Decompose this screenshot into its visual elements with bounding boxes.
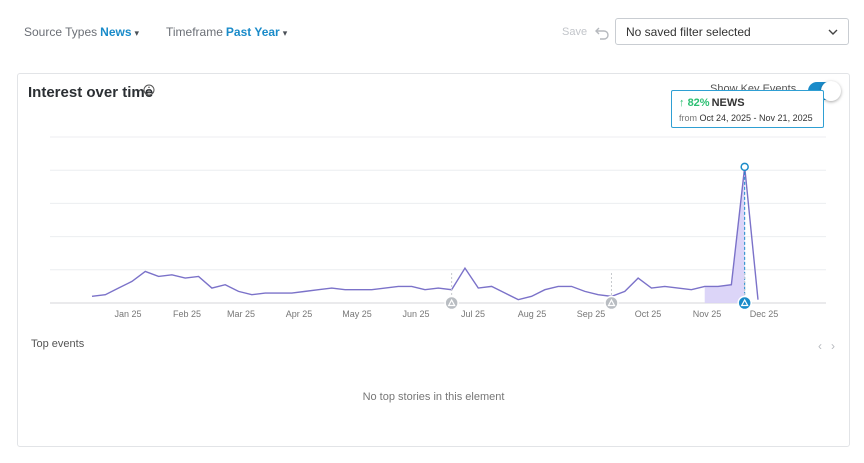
top-events-label: Top events — [31, 338, 85, 350]
chart-grid — [50, 136, 826, 304]
x-tick-label: Feb 25 — [173, 309, 201, 319]
key-event-marker — [444, 295, 459, 311]
x-tick-label: Apr 25 — [286, 309, 313, 319]
source-types-filter[interactable]: Source Types News ▾ — [24, 25, 139, 39]
x-tick-label: Jan 25 — [114, 309, 141, 319]
peak-point — [740, 162, 749, 172]
undo-icon[interactable] — [594, 24, 610, 40]
chevron-left-icon[interactable]: ‹ — [818, 339, 822, 353]
x-tick-label: Sep 25 — [577, 309, 606, 319]
timeframe-label: Timeframe — [166, 25, 223, 39]
x-tick-label: Mar 25 — [227, 309, 255, 319]
x-tick-label: Oct 25 — [635, 309, 662, 319]
x-tick-label: Aug 25 — [518, 309, 547, 319]
chevron-right-icon[interactable]: › — [831, 339, 835, 353]
timeframe-filter[interactable]: Timeframe Past Year ▾ — [166, 25, 287, 39]
x-axis-tick-labels: Jan 25 Feb 25 Mar 25 Apr 25 May 25 Jun 25 Jul … — [114, 309, 778, 319]
x-tick-label: Jul 25 — [461, 309, 485, 319]
interest-card: Interest over time Show Key Events Jan 2… — [17, 73, 850, 447]
chevron-down-icon[interactable] — [827, 26, 839, 38]
save-button[interactable]: Save — [562, 26, 588, 38]
chevron-down-icon[interactable]: ▾ — [134, 28, 140, 38]
saved-filter-value: No saved filter selected — [626, 25, 751, 39]
x-tick-label: Dec 25 — [750, 309, 779, 319]
chevron-down-icon[interactable]: ▾ — [282, 28, 288, 38]
tooltip-from-label: from — [679, 113, 697, 123]
source-types-label: Source Types — [24, 25, 98, 39]
x-tick-label: Jun 25 — [402, 309, 429, 319]
highlight-area-group — [704, 166, 745, 303]
tooltip-source: NEWS — [711, 97, 745, 109]
bell-icon — [607, 298, 616, 307]
toggle-knob[interactable] — [821, 81, 841, 101]
x-tick-label: May 25 — [342, 309, 372, 319]
series-line-group — [91, 162, 759, 303]
saved-filter-select[interactable]: No saved filter selected — [615, 18, 849, 45]
bell-icon — [740, 298, 749, 307]
tooltip-range: Oct 24, 2025 - Nov 21, 2025 — [699, 113, 813, 123]
info-icon[interactable] — [143, 84, 155, 96]
x-tick-label: Nov 25 — [693, 309, 722, 319]
empty-message: No top stories in this element — [362, 391, 505, 403]
up-arrow-icon: ↑ — [679, 97, 688, 109]
key-event-marker — [737, 295, 752, 311]
chart-tooltip: ↑ 82% NEWS from Oct 24, 2025 - Nov 21, 20… — [671, 90, 824, 128]
source-types-value[interactable]: News — [100, 25, 132, 39]
timeframe-value[interactable]: Past Year — [225, 25, 280, 39]
series-line — [91, 166, 759, 301]
tooltip-percent: 82% — [687, 97, 710, 109]
key-event-marker — [604, 295, 619, 311]
interest-chart: Jan 25 Feb 25 Mar 25 Apr 25 May 25 Jun 25 Jul … — [50, 136, 826, 319]
filter-bar: Source Types News ▾ Timeframe Past Year ▾ Sa… — [0, 0, 864, 64]
card-title: Interest over time — [28, 84, 154, 101]
bell-icon — [447, 298, 456, 307]
highlight-area — [704, 166, 745, 303]
key-event-markers — [444, 273, 752, 311]
